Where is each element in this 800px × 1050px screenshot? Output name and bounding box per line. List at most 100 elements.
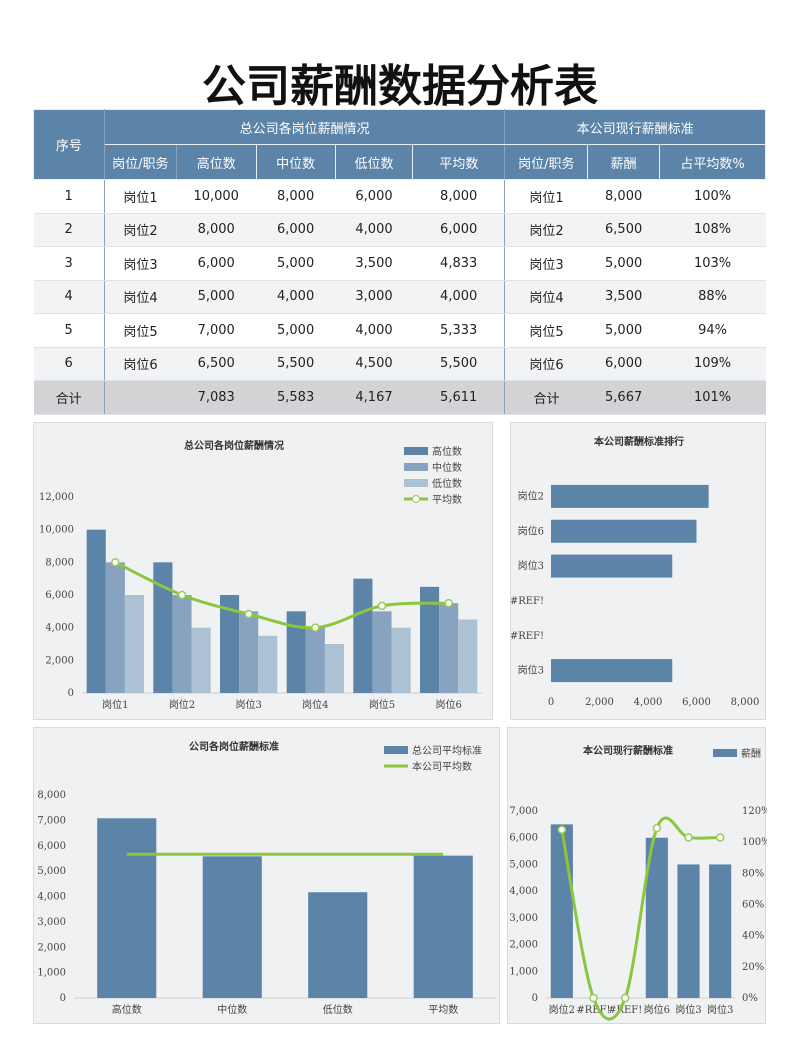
table-cell: 6: [33, 347, 105, 381]
line-point: [377, 601, 387, 611]
bar: [324, 644, 344, 693]
table-cell: 8,000: [412, 179, 506, 214]
y2-tick-label: 0%: [742, 993, 758, 1004]
table-cell: 岗位2: [504, 213, 588, 247]
table-cell: 5: [33, 313, 105, 348]
y-tick-label: 5,000: [37, 866, 66, 877]
table-cell: 108%: [659, 213, 766, 247]
legend-point: [412, 495, 420, 503]
table-cell: 5,500: [412, 347, 506, 381]
table-cell: 3,500: [335, 246, 413, 281]
table-row: 4 岗位4 5,000 4,000 3,000 4,000 岗位4 3,500 88%: [33, 280, 766, 314]
y-tick-label: 3,000: [509, 913, 538, 924]
table-cell: 岗位5: [104, 313, 177, 348]
legend-label: 低位数: [432, 477, 462, 490]
y-tick-label: 1,000: [37, 968, 66, 979]
table-cell: 7,000: [176, 313, 257, 348]
table-cell: 5,000: [256, 313, 336, 348]
line-point: [652, 823, 662, 833]
y-tick-label: 2,000: [509, 940, 538, 951]
table-cell: 6,000: [256, 213, 336, 247]
y-tick-label: 3,000: [37, 917, 66, 928]
table-cell: 岗位1: [104, 179, 177, 214]
y2-tick-label: 60%: [742, 900, 764, 911]
table-cell: 岗位6: [504, 347, 588, 381]
legend-swatch: [384, 746, 408, 754]
table-cell: 5,611: [412, 380, 506, 415]
table-cell: 10,000: [176, 179, 257, 214]
x-tick-label: 中位数: [217, 1003, 247, 1016]
table-cell: 岗位2: [104, 213, 177, 247]
x-tick-label: 2,000: [585, 697, 614, 708]
bar: [308, 892, 368, 998]
subheader: 占平均数%: [659, 144, 766, 180]
table-cell: 岗位5: [504, 313, 588, 348]
bar: [413, 855, 473, 998]
bar: [191, 627, 211, 693]
table-cell: 合计: [33, 380, 105, 415]
bar: [97, 818, 157, 998]
y2-tick-label: 120%: [742, 806, 767, 817]
bar: [645, 837, 668, 998]
bar: [551, 484, 709, 508]
table-cell: 94%: [659, 313, 766, 348]
legend-label: 总公司平均标准: [412, 744, 482, 757]
bar: [220, 595, 240, 693]
bar: [258, 635, 278, 693]
line-series: [114, 560, 449, 630]
table-row: 5 岗位5 7,000 5,000 4,000 5,333 岗位5 5,000 94%: [33, 313, 766, 348]
chart-title: 本公司薪酬标准排行: [594, 435, 684, 448]
line-point: [444, 598, 453, 608]
y-tick-label: 4,000: [45, 623, 74, 634]
y-tick-label: 0: [60, 993, 66, 1004]
table-cell: 109%: [659, 347, 766, 381]
bar: [458, 619, 478, 693]
table-cell: 岗位3: [104, 246, 177, 281]
table-cell: 岗位1: [504, 179, 588, 214]
x-tick-label: #REF!: [576, 1005, 610, 1016]
y-tick-label: 4,000: [37, 892, 66, 903]
subheader: 低位数: [334, 144, 414, 180]
x-tick-label: 8,000: [731, 697, 760, 708]
table-cell: 100%: [659, 179, 766, 214]
table-cell: 3,000: [335, 280, 413, 314]
chart-hq-salary: 总公司各岗位薪酬情况 0 2,000 4,000 6,000 8,000 10,000 12,…: [33, 422, 493, 720]
bar: [202, 856, 262, 998]
table-cell: 4,000: [412, 280, 506, 314]
table-row: 1 岗位1 10,000 8,000 6,000 8,000 岗位1 8,000 100%: [33, 179, 766, 214]
table-cell: 6,000: [412, 213, 506, 247]
subheader: 高位数: [175, 144, 257, 180]
table-cell: 3,500: [587, 280, 660, 314]
table-cell: 5,500: [256, 347, 336, 381]
legend-swatch: [713, 749, 737, 757]
header-index: 序号: [33, 109, 105, 180]
legend-swatch: [404, 479, 428, 487]
table-cell: 88%: [659, 280, 766, 314]
subheader: 岗位/职务: [103, 144, 177, 180]
y-tick-label: 岗位2: [518, 489, 544, 502]
table-cell: 岗位4: [504, 280, 588, 314]
chart-standard: 公司各岗位薪酬标准 0 1,000 2,000 3,000 4,000 5,000 6,000…: [33, 727, 500, 1024]
table-row: 3 岗位3 6,000 5,000 3,500 4,833 岗位3 5,000 103%: [33, 246, 766, 281]
y-tick-label: 2,000: [45, 655, 74, 666]
bar: [105, 562, 125, 693]
chart-current: 本公司现行薪酬标准 0 1,000 2,000 3,000 4,000 5,000 6,000…: [507, 727, 771, 1024]
line-point: [111, 558, 120, 567]
table-cell: 4,167: [335, 380, 413, 415]
y2-tick-label: 100%: [742, 837, 767, 848]
y-tick-label: 8,000: [45, 557, 74, 568]
line-point: [244, 609, 253, 619]
table-cell: 合计: [504, 380, 588, 415]
y-tick-label: 7,000: [37, 815, 66, 826]
table-cell: 6,000: [176, 246, 257, 281]
table-row: 6 岗位6 6,500 5,500 4,500 5,500 岗位6 6,000 109%: [33, 347, 766, 381]
y-tick-label: 10,000: [39, 525, 74, 536]
bar: [172, 595, 192, 693]
y-tick-label: 12,000: [39, 492, 74, 503]
table-cell: 5,000: [256, 246, 336, 281]
bar: [353, 578, 373, 693]
table-cell: 5,583: [256, 380, 336, 415]
legend-label: 高位数: [432, 445, 462, 458]
bar: [286, 611, 306, 693]
page-title: 公司薪酬数据分析表: [202, 61, 598, 112]
